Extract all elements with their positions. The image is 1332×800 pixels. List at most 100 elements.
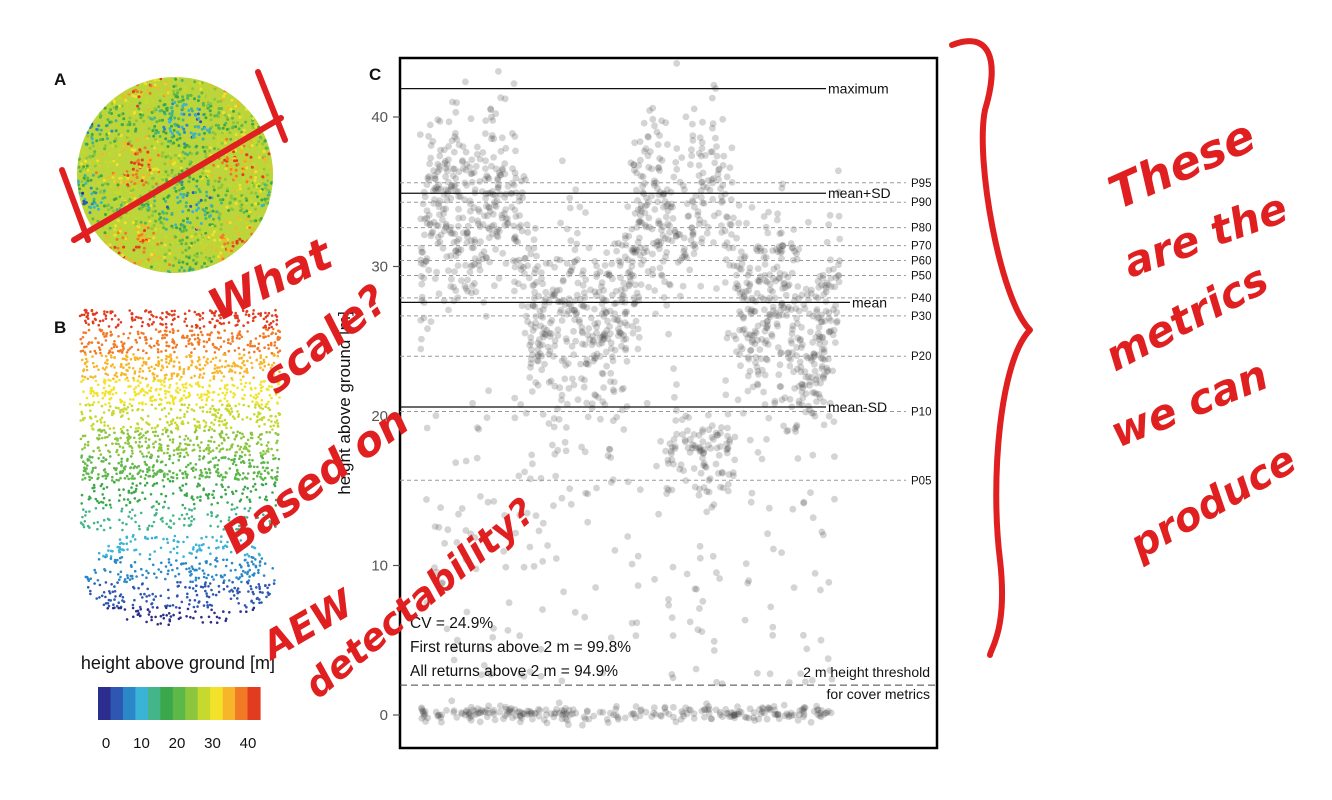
panel-b-point [99,484,103,488]
panel-b-point [139,389,142,393]
scatter-point [788,339,795,347]
panel-b-point [262,461,266,464]
panel-b-point [146,414,150,418]
panel-a-point [186,217,189,221]
panel-a-point [117,148,121,152]
panel-a-point [135,227,139,231]
scatter-point [794,365,801,373]
panel-b-point [150,313,153,317]
scatter-point [762,254,770,261]
panel-b-point [172,402,176,406]
panel-b-point [254,393,258,397]
panel-a-point [208,174,211,178]
panel-a-point [224,121,228,125]
scatter-point [665,330,672,338]
panel-b-point [198,368,202,371]
panel-b-point [229,412,232,415]
panel-a-point [80,194,84,198]
scatter-point [833,319,841,326]
legend-tick-label: 30 [204,735,221,752]
panel-a-point [160,92,164,96]
panel-a-point [160,154,164,158]
panel-b-point [121,446,125,449]
panel-a-point [197,206,200,210]
panel-b-point [259,356,263,360]
panel-a-point [165,205,169,209]
panel-b-point [92,449,95,453]
scatter-point [644,268,652,275]
panel-b-point [135,484,138,487]
panel-b-point [243,558,247,562]
panel-a-point [154,219,158,223]
scatter-point [491,282,498,290]
scatter-point [754,277,762,285]
scatter-point [568,343,576,350]
panel-a-point [260,198,264,202]
panel-a-point [158,135,162,138]
panel-b-point [269,366,273,370]
scatter-point [636,138,644,146]
scatter-point [464,287,472,295]
panel-b-point [166,435,170,438]
panel-b-point [141,402,144,406]
panel-b-point [263,469,267,473]
scatter-point [718,193,725,201]
panel-a-point [195,208,199,212]
scatter-point [824,366,832,374]
panel-b-point [94,352,98,355]
panel-b-point [235,589,239,592]
panel-b-point [113,355,116,359]
panel-b-point [238,454,242,458]
panel-a-point [118,153,122,157]
panel-b-point [258,561,262,564]
panel-a-point [204,256,208,259]
panel-a-point [231,116,234,120]
panel-b-point [119,349,122,352]
panel-b-point [211,371,214,375]
panel-a-point [199,222,203,225]
panel-b-point [117,479,120,482]
panel-b-point [200,536,203,540]
panel-b-point [235,528,238,531]
panel-b-point [153,472,156,475]
panel-a-point [110,206,114,210]
panel-b-point [188,603,191,606]
panel-b-point [219,520,223,523]
panel-b-point [127,477,130,481]
panel-b-point [112,377,115,381]
panel-b-point [161,520,164,523]
scatter-point [553,287,561,294]
panel-b-point [261,456,265,460]
scatter-point [802,373,810,381]
panel-b-point [98,449,101,452]
panel-b-point [88,475,91,479]
scatter-point [612,299,620,307]
scatter-point [427,232,435,240]
panel-b-point [213,314,216,317]
scatter-point [613,316,621,324]
scatter-point [653,238,661,246]
panel-a-point [134,219,138,223]
panel-b-point [260,403,264,406]
panel-b-point [209,552,212,555]
panel-b-point [88,459,91,462]
panel-b-point [107,325,111,328]
panel-b-point [144,336,148,339]
panel-a-point [174,189,178,193]
panel-a-point [258,146,262,149]
scatter-point [425,176,433,183]
scatter-point [749,383,757,391]
panel-a-point [221,233,225,237]
panel-a-point [127,91,130,95]
scatter-point [627,159,635,167]
scatter-point [583,360,590,367]
panel-b-point [264,324,267,328]
panel-b-point [149,386,153,390]
panel-b-point [274,415,278,418]
panel-a-point [178,133,182,136]
panel-b-point [172,372,176,375]
panel-b-point [257,470,261,474]
scatter-point [622,344,630,352]
panel-b-point [246,570,250,574]
panel-b-point [267,334,270,338]
